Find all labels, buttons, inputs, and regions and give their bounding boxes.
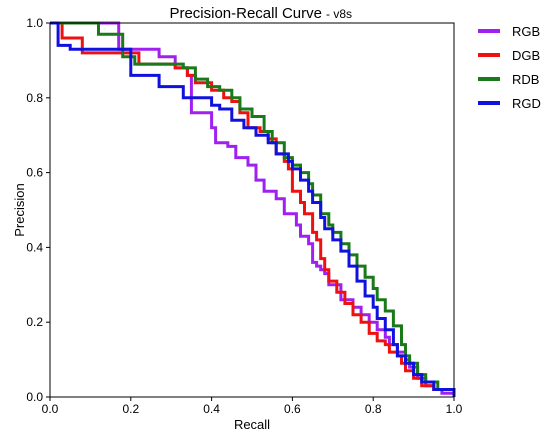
legend-label-rgd: RGD	[512, 96, 541, 111]
y-tick-label: 0.0	[26, 390, 43, 404]
x-tick-label: 0.4	[203, 402, 220, 416]
x-tick-label: 0.6	[284, 402, 301, 416]
plot-frame	[49, 22, 455, 398]
series-line-rgd	[50, 21, 456, 397]
x-tick-label: 0.8	[365, 402, 382, 416]
legend-label-rgb: RGB	[512, 24, 540, 39]
y-tick-label: 0.2	[26, 315, 43, 329]
x-axis-label: Recall	[234, 417, 270, 432]
legend: RGB DGB RDB RGD	[478, 24, 541, 111]
legend-label-rdb: RDB	[512, 72, 539, 87]
chart-subtitle: - v8s	[326, 7, 352, 21]
legend-label-dgb: DGB	[512, 48, 540, 63]
chart-title-group: Precision-Recall Curve - v8s	[169, 5, 352, 22]
x-axis-ticks: 0.0 0.2 0.4 0.6 0.8 1.0	[42, 397, 463, 416]
plot-series-group	[50, 21, 456, 397]
x-tick-label: 0.0	[42, 402, 59, 416]
x-tick-label: 0.2	[122, 402, 139, 416]
x-tick-label: 1.0	[446, 402, 463, 416]
y-tick-label: 0.6	[26, 166, 43, 180]
y-axis-ticks: 0.0 0.2 0.4 0.6 0.8 1.0	[26, 16, 50, 404]
y-axis-label: Precision	[12, 183, 27, 236]
y-tick-label: 0.4	[26, 240, 43, 254]
chart-title: Precision-Recall Curve	[169, 5, 322, 22]
y-tick-label: 0.8	[26, 91, 43, 105]
y-tick-label: 1.0	[26, 16, 43, 30]
